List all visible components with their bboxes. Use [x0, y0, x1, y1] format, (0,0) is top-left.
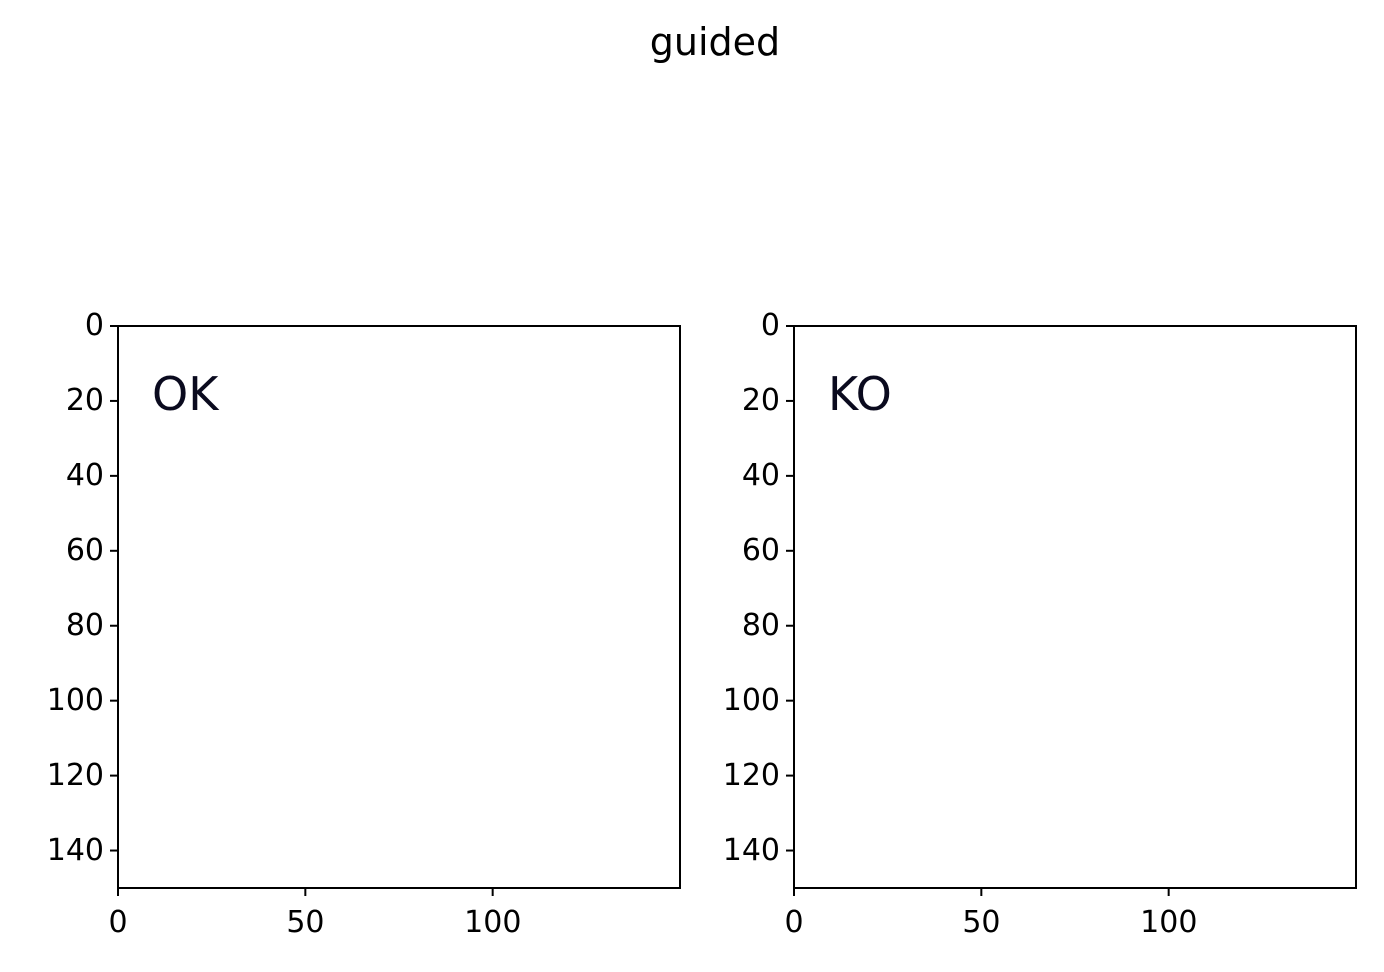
x-tick-label: 0	[108, 905, 128, 940]
y-tick-label: 80	[65, 607, 104, 643]
x-tick-label: 0	[784, 905, 804, 940]
y-tick-label: 140	[46, 832, 104, 868]
y-tick-label: 140	[722, 832, 780, 868]
figure-title: guided	[649, 20, 781, 64]
heatmap-image	[793, 274, 1384, 888]
x-tick-label: 100	[464, 905, 522, 940]
y-tick-label: 0	[760, 308, 780, 343]
y-tick-label: 0	[84, 308, 104, 343]
x-tick-label: 100	[1140, 905, 1198, 940]
y-tick-label: 20	[741, 382, 780, 418]
x-tick-label: 50	[962, 905, 1001, 940]
y-tick-label: 60	[65, 532, 104, 568]
axes-frame	[117, 325, 681, 889]
y-tick-label: 100	[46, 682, 104, 718]
y-tick-label: 120	[722, 757, 780, 793]
y-tick-label: 80	[741, 607, 780, 643]
y-tick-label: 40	[741, 457, 780, 493]
panel-label: KO	[828, 367, 892, 421]
heatmap-image	[117, 274, 733, 888]
y-tick-label: 120	[46, 757, 104, 793]
y-tick-label: 60	[741, 532, 780, 568]
x-tick-label: 50	[286, 905, 325, 940]
axes-frame	[793, 325, 1357, 889]
panel-ok: OK	[110, 274, 733, 896]
y-tick-label: 20	[65, 382, 104, 418]
panel-label: OK	[152, 367, 220, 421]
panel-ko: KO	[786, 274, 1384, 896]
y-tick-label: 40	[65, 457, 104, 493]
y-tick-label: 100	[722, 682, 780, 718]
